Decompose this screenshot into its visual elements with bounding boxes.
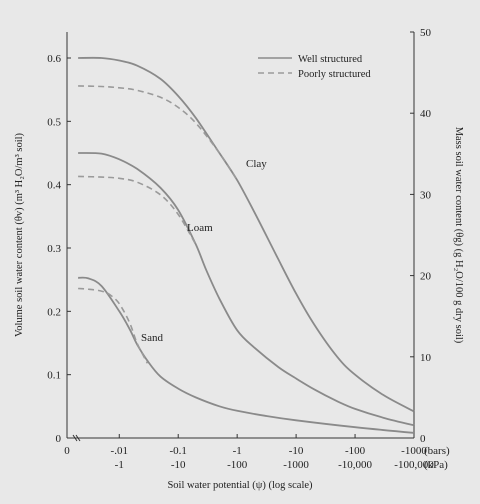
x-tick-label-bars: 0 <box>64 445 70 457</box>
x-tick-label-kpa: -1000 <box>283 459 309 471</box>
y-left-tick-label: 0.2 <box>47 306 61 318</box>
x-tick-label-kpa: -10,000 <box>338 459 372 471</box>
x-tick-label-bars: -100 <box>345 445 366 457</box>
y-left-tick-label: 0.3 <box>47 243 61 255</box>
y-left-axis-title: Volume soil water content (θv) (m³ H₂O/m… <box>14 132 25 337</box>
x-unit-kpa: (kPa) <box>424 459 448 471</box>
x-tick-label-bars: -.01 <box>111 445 128 457</box>
x-tick-label-kpa: -10 <box>171 459 186 471</box>
y-right-tick-label: 30 <box>420 189 432 201</box>
y-left-tick-label: 0.6 <box>47 53 61 65</box>
legend-label-poorly-structured: Poorly structured <box>298 69 371 80</box>
y-right-tick-label: 50 <box>420 27 432 39</box>
x-tick-label-bars: -1 <box>233 445 242 457</box>
y-left-tick-label: 0.4 <box>47 180 61 192</box>
y-left-tick-label: 0 <box>56 433 62 445</box>
y-right-axis-title: Mass soil water content (θg) (g H₂O/100 … <box>453 127 464 344</box>
x-tick-label-kpa: -1 <box>115 459 124 471</box>
y-right-tick-label: 40 <box>420 108 432 120</box>
y-left-tick-label: 0.5 <box>47 116 61 128</box>
x-unit-bars: (bars) <box>424 445 450 457</box>
y-right-tick-label: 10 <box>420 352 432 364</box>
x-tick-label-bars: -0.1 <box>169 445 186 457</box>
curve-label-sand: Sand <box>141 332 164 344</box>
curve-label-clay: Clay <box>246 158 267 170</box>
x-tick-label-kpa: -100 <box>227 459 248 471</box>
y-right-tick-label: 0 <box>420 433 426 445</box>
y-left-tick-label: 0.1 <box>47 370 61 382</box>
legend-label-well-structured: Well structured <box>298 54 363 65</box>
x-axis-title: Soil water potential (ψ) (log scale) <box>167 480 313 491</box>
x-tick-label-bars: -10 <box>289 445 304 457</box>
curve-label-loam: Loam <box>187 222 213 234</box>
y-right-tick-label: 20 <box>420 271 432 283</box>
